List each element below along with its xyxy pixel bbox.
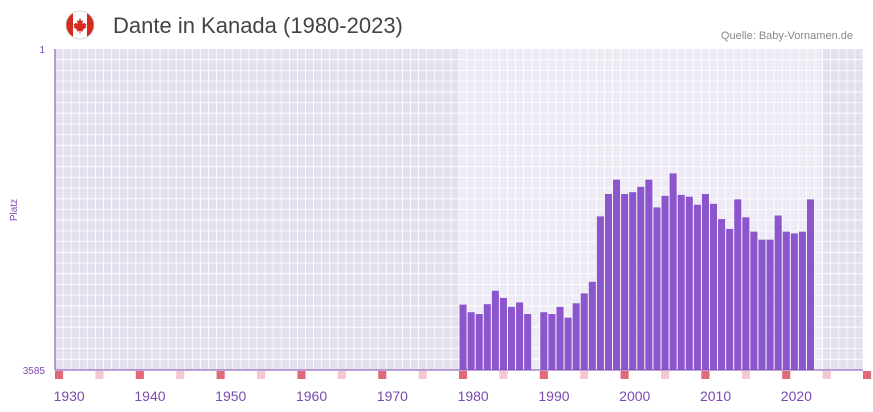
year-marker-1988 bbox=[539, 371, 548, 379]
year-marker-1978 bbox=[459, 371, 468, 379]
bar-2020 bbox=[798, 231, 806, 370]
grid-lines bbox=[54, 49, 864, 370]
bar-1985 bbox=[516, 302, 524, 370]
year-marker-1968 bbox=[378, 371, 387, 379]
bar-2016 bbox=[766, 239, 774, 370]
year-marker-2023 bbox=[822, 371, 831, 379]
source-credit: Quelle: Baby-Vornamen.de bbox=[720, 30, 853, 42]
bar-2006 bbox=[685, 196, 693, 370]
year-marker-1933 bbox=[95, 371, 104, 379]
bar-2013 bbox=[742, 217, 750, 370]
canada-flag-icon bbox=[65, 10, 95, 40]
bar-2000 bbox=[637, 186, 645, 370]
x-tick-label: 1950 bbox=[215, 388, 246, 404]
bar-1993 bbox=[580, 293, 588, 370]
year-marker-1948 bbox=[216, 371, 225, 379]
year-marker-1998 bbox=[620, 371, 629, 379]
y-axis-label: Platz bbox=[9, 199, 20, 221]
bar-2019 bbox=[790, 233, 798, 370]
bar-series bbox=[459, 173, 815, 370]
year-marker-1983 bbox=[499, 371, 508, 379]
year-marker-2013 bbox=[741, 371, 750, 379]
bar-1983 bbox=[499, 297, 507, 370]
bar-1998 bbox=[621, 194, 629, 370]
bar-1996 bbox=[604, 194, 613, 370]
x-tick-label: 2000 bbox=[619, 388, 650, 404]
x-tick-label: 2020 bbox=[781, 388, 812, 404]
bar-2014 bbox=[750, 231, 758, 370]
year-marker-1938 bbox=[135, 371, 144, 379]
year-marker-1953 bbox=[257, 371, 266, 379]
year-marker-1928 bbox=[55, 371, 64, 379]
bar-2015 bbox=[758, 239, 766, 370]
chart-title: Dante in Kanada (1980-2023) bbox=[113, 13, 403, 38]
x-tick-label: 1990 bbox=[538, 388, 569, 404]
y-tick-label-top: 1 bbox=[39, 45, 45, 56]
x-axis-tick-labels: 1930 1940 1950 1960 1970 1980 1990 2000 2010 2020 bbox=[54, 388, 813, 404]
bar-1992 bbox=[572, 303, 580, 370]
x-tick-label: 1930 bbox=[54, 388, 85, 404]
year-marker-2028 bbox=[863, 371, 872, 379]
bar-2021 bbox=[806, 199, 815, 370]
chart-header: Dante in Kanada (1980-2023) Quelle: Baby… bbox=[0, 0, 873, 48]
bar-2001 bbox=[645, 179, 653, 370]
bar-1994 bbox=[588, 281, 596, 370]
year-marker-2003 bbox=[661, 371, 670, 379]
y-tick-label-bottom: 3585 bbox=[23, 366, 46, 377]
bar-2010 bbox=[718, 219, 726, 370]
bar-1984 bbox=[507, 306, 516, 370]
x-tick-label: 1970 bbox=[377, 388, 408, 404]
bar-1979 bbox=[467, 312, 475, 370]
bar-1981 bbox=[483, 304, 491, 370]
bar-2007 bbox=[693, 204, 701, 370]
bar-2008 bbox=[701, 194, 709, 370]
x-tick-label: 1960 bbox=[296, 388, 327, 404]
bar-1995 bbox=[596, 216, 604, 370]
bar-1990 bbox=[556, 306, 564, 370]
bar-1978 bbox=[459, 304, 467, 370]
bar-1988 bbox=[540, 312, 548, 370]
bar-2017 bbox=[774, 215, 782, 370]
bar-1980 bbox=[475, 314, 483, 370]
x-tick-label: 2010 bbox=[700, 388, 731, 404]
bar-1991 bbox=[564, 317, 572, 370]
bar-1999 bbox=[629, 192, 637, 370]
bar-2004 bbox=[669, 173, 677, 370]
x-tick-label: 1980 bbox=[458, 388, 489, 404]
bar-2003 bbox=[661, 195, 669, 370]
bar-1997 bbox=[613, 179, 621, 370]
bar-1989 bbox=[548, 314, 556, 370]
bar-2005 bbox=[677, 194, 685, 370]
bar-2018 bbox=[782, 231, 790, 370]
bar-2002 bbox=[653, 207, 661, 370]
year-marker-1973 bbox=[418, 371, 427, 379]
year-marker-2018 bbox=[782, 371, 791, 379]
x-tick-label: 1940 bbox=[134, 388, 165, 404]
year-marker-1958 bbox=[297, 371, 306, 379]
bar-2012 bbox=[734, 199, 742, 370]
year-marker-2008 bbox=[701, 371, 710, 379]
bar-2011 bbox=[726, 228, 734, 370]
bar-1982 bbox=[491, 290, 499, 370]
year-marker-1993 bbox=[580, 371, 589, 379]
x-axis-year-markers bbox=[55, 371, 872, 379]
year-marker-1963 bbox=[337, 371, 346, 379]
bar-2009 bbox=[709, 203, 718, 370]
year-marker-1943 bbox=[176, 371, 185, 379]
bar-1986 bbox=[524, 314, 532, 370]
